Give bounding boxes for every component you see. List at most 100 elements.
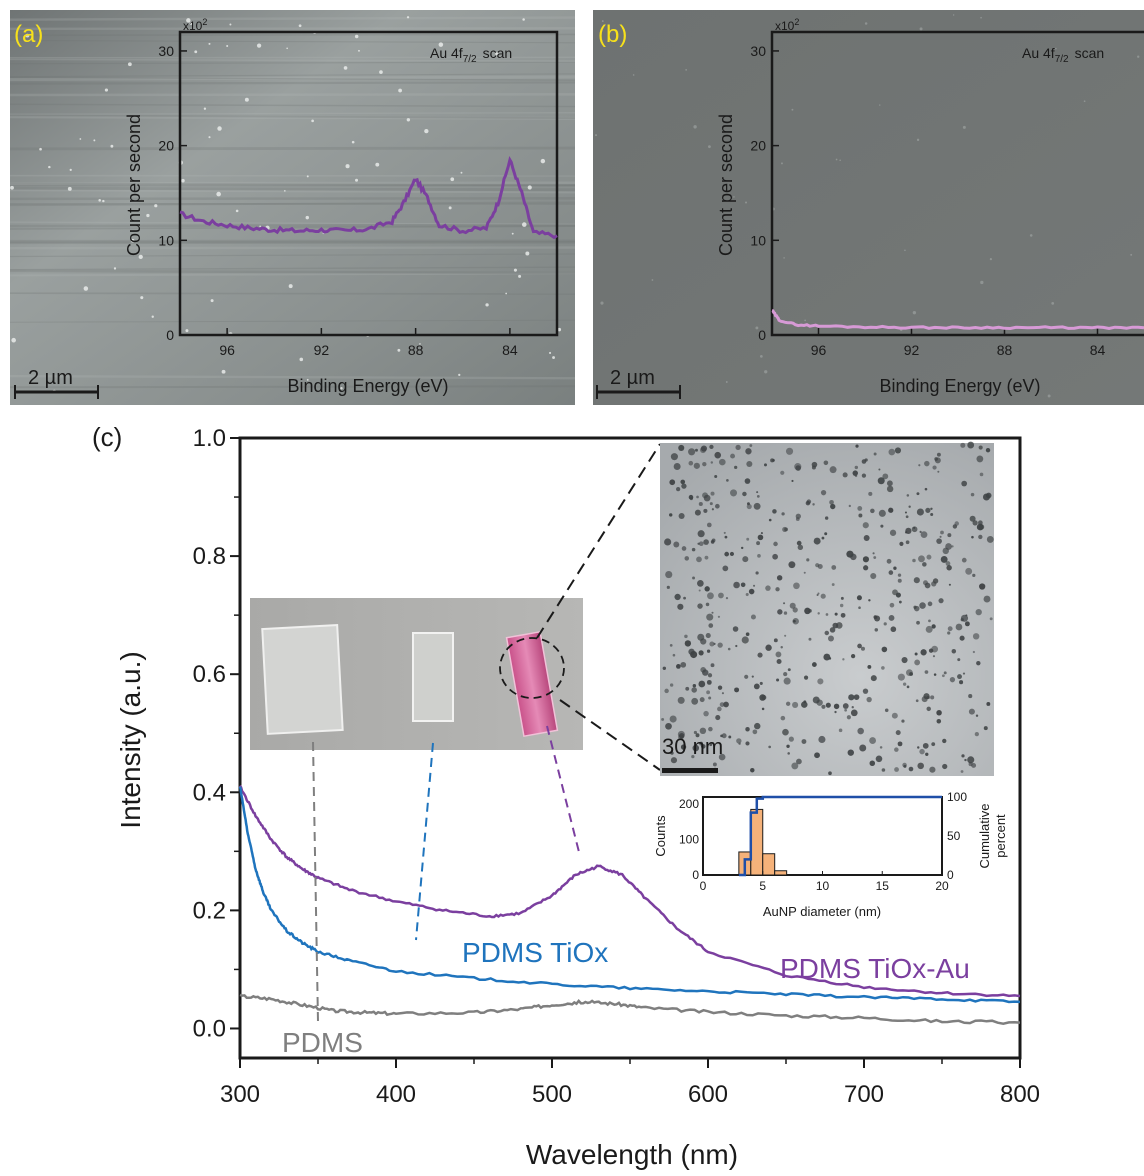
uvvis-xtick-label: 300 — [220, 1081, 260, 1108]
uvvis-xtick-label: 700 — [844, 1081, 884, 1108]
nanoparticle — [902, 682, 907, 686]
nanoparticle — [700, 638, 707, 645]
nanoparticle — [925, 752, 929, 756]
sem-particle — [186, 18, 191, 23]
nanoparticle — [692, 576, 695, 580]
nanoparticle — [783, 671, 788, 677]
nanoparticle — [870, 508, 875, 514]
sem-particle — [306, 378, 309, 381]
zoom-line-top — [536, 443, 661, 639]
nanoparticle — [959, 635, 965, 641]
nanoparticle — [711, 611, 714, 614]
nanoparticle — [899, 541, 904, 546]
sem-streak — [9, 182, 576, 187]
nanoparticle — [870, 573, 877, 580]
nanoparticle — [894, 747, 899, 752]
sem-particle — [208, 42, 211, 45]
nanoparticle — [661, 717, 665, 721]
nanoparticle — [850, 654, 856, 659]
sem-streak — [9, 246, 576, 250]
nanoparticle — [757, 652, 763, 658]
nanoparticle — [852, 470, 858, 476]
tem-nanoparticles — [661, 441, 994, 776]
nanoparticle — [929, 766, 936, 773]
nanoparticle — [951, 649, 957, 654]
sem-streak — [9, 385, 576, 389]
nanoparticle — [972, 633, 980, 640]
nanoparticle — [726, 479, 729, 482]
nanoparticle — [918, 555, 925, 563]
sem-speck — [594, 134, 598, 137]
nanoparticle — [704, 586, 710, 592]
nanoparticle — [669, 683, 674, 687]
nanoparticle — [806, 558, 810, 562]
nanoparticle — [916, 508, 924, 516]
nanoparticle — [901, 719, 905, 723]
nanoparticle — [968, 708, 975, 715]
nanoparticle — [820, 593, 826, 599]
nanoparticle — [906, 685, 910, 689]
nanoparticle — [937, 470, 940, 473]
nanoparticle — [742, 491, 747, 497]
nanoparticle — [983, 595, 991, 603]
nanoparticle — [811, 662, 817, 667]
nanoparticle — [936, 452, 941, 457]
nanoparticle — [695, 448, 698, 452]
histogram-bar — [750, 808, 764, 876]
nanoparticle — [712, 762, 717, 767]
nanoparticle — [678, 444, 685, 451]
nanoparticle — [989, 617, 993, 621]
nanoparticle — [868, 599, 871, 602]
nanoparticle — [975, 714, 979, 717]
xps-ytick-label: 20 — [750, 138, 766, 154]
nanoparticle — [792, 701, 799, 708]
nanoparticle — [976, 660, 981, 666]
sem-particle — [406, 16, 410, 19]
nanoparticle — [808, 637, 812, 641]
sem-speck — [804, 319, 807, 322]
nanoparticle — [677, 603, 684, 610]
nanoparticle — [925, 625, 933, 633]
nanoparticle — [895, 592, 901, 598]
nanoparticle — [750, 614, 756, 620]
nanoparticle — [827, 635, 834, 642]
nanoparticle — [700, 667, 706, 673]
nanoparticle — [978, 445, 983, 450]
sem-particle — [93, 139, 96, 142]
nanoparticle — [862, 522, 869, 529]
nanoparticle — [919, 748, 925, 755]
histogram-xtick-label: 5 — [759, 879, 766, 893]
nanoparticle — [857, 727, 864, 735]
histogram-ytick-label: 100 — [679, 833, 699, 847]
nanoparticle — [916, 620, 920, 625]
nanoparticle — [833, 703, 840, 710]
nanoparticle — [734, 465, 738, 469]
nanoparticle — [718, 753, 726, 761]
nanoparticle — [942, 763, 948, 770]
nanoparticle — [924, 582, 931, 589]
sem-speck — [693, 125, 697, 129]
nanoparticle — [765, 644, 772, 651]
nanoparticle — [787, 752, 790, 755]
nanoparticle — [961, 557, 967, 563]
sample-photo-inset — [250, 598, 583, 750]
nanoparticle — [776, 575, 783, 581]
nanoparticle — [707, 673, 713, 678]
nanoparticle — [709, 641, 715, 647]
nanoparticle — [884, 708, 889, 713]
sem-speck — [755, 326, 759, 330]
nanoparticle — [697, 603, 703, 609]
nanoparticle — [922, 562, 927, 567]
sem-particle — [256, 43, 262, 48]
sem-particle — [130, 238, 135, 243]
nanoparticle — [745, 741, 750, 746]
sem-particle — [305, 215, 309, 220]
sem-speck — [835, 158, 838, 161]
sem-particle — [406, 118, 411, 122]
nanoparticle — [962, 672, 966, 675]
nanoparticle — [858, 513, 863, 518]
nanoparticle — [745, 632, 750, 637]
nanoparticle — [707, 592, 714, 600]
nanoparticle — [881, 768, 886, 772]
nanoparticle — [706, 522, 712, 528]
